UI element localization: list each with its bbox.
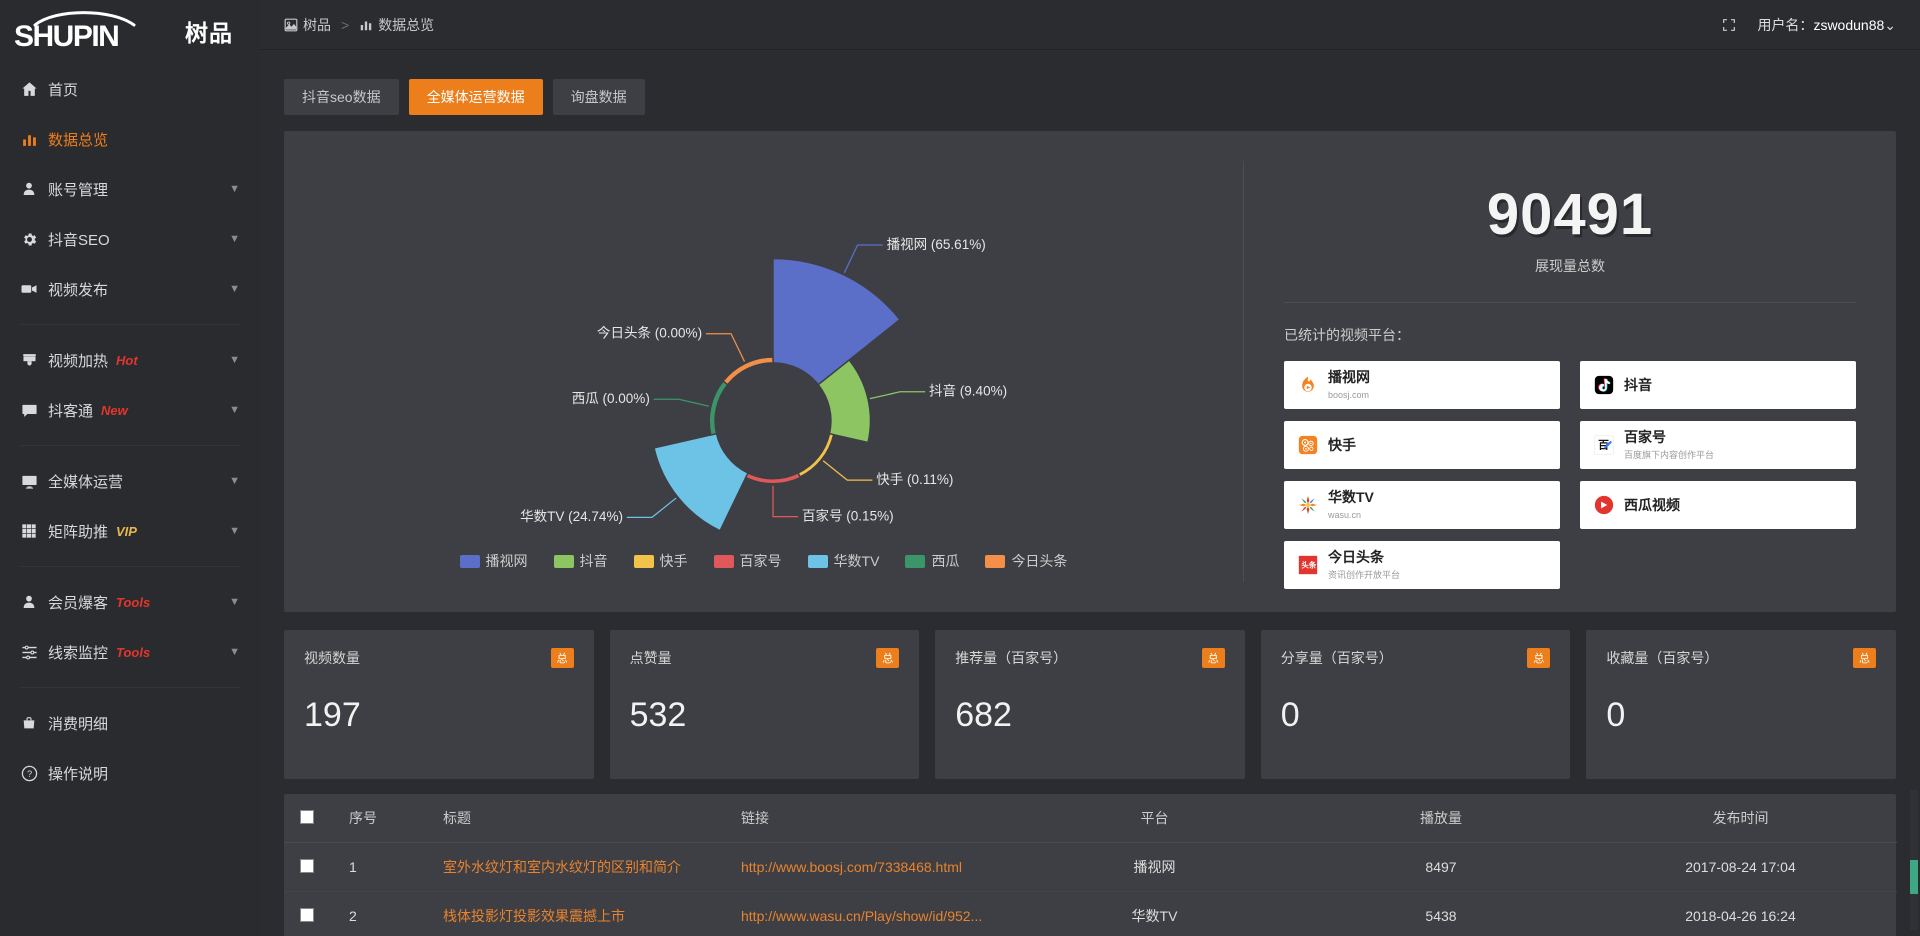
svg-text:抖音 (9.40%): 抖音 (9.40%) [929, 383, 1007, 399]
svg-text:SHUPIN: SHUPIN [14, 20, 118, 52]
svg-text:华数TV (24.74%): 华数TV (24.74%) [520, 509, 623, 524]
svg-text:?: ? [26, 769, 31, 779]
svg-text:百家号 (0.15%): 百家号 (0.15%) [802, 507, 894, 523]
svg-text:西瓜 (0.00%): 西瓜 (0.00%) [572, 391, 650, 406]
svg-text:头条: 头条 [1301, 560, 1316, 570]
svg-text:播视网 (65.61%): 播视网 (65.61%) [887, 237, 986, 252]
svg-text:今日头条 (0.00%): 今日头条 (0.00%) [597, 325, 702, 341]
svg-text:快手 (0.11%): 快手 (0.11%) [876, 472, 953, 487]
